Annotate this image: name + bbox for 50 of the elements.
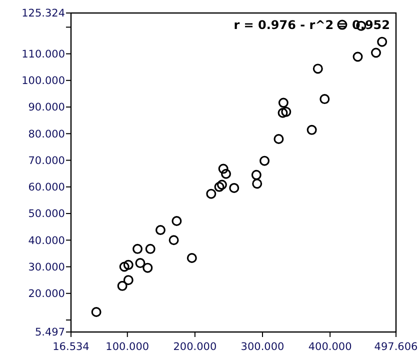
point [229, 182, 240, 193]
y-tick-label: 20.000 [28, 288, 65, 300]
point [206, 188, 216, 199]
point [145, 244, 156, 254]
y-tick-label: 110.000 [22, 48, 65, 60]
point [251, 170, 262, 180]
point [260, 156, 270, 166]
x-tick-label: 300.000 [240, 341, 284, 353]
point [312, 64, 323, 74]
point [274, 134, 284, 144]
point [119, 262, 130, 272]
point [278, 98, 288, 108]
point [142, 262, 153, 273]
point [377, 36, 388, 47]
point [168, 235, 179, 246]
point [216, 180, 227, 190]
point [91, 307, 102, 318]
x-tick-label: 16.534 [52, 341, 90, 353]
y-tick-label: 30.000 [28, 261, 65, 274]
point [371, 48, 381, 58]
y-tick-label: 80.000 [28, 128, 65, 140]
point [123, 275, 134, 286]
point [155, 225, 166, 236]
point [135, 258, 146, 268]
point [306, 124, 317, 135]
point [218, 164, 228, 174]
point [352, 52, 363, 62]
y-tick-label: 125.324 [22, 8, 66, 20]
x-tick-label: 100.000 [106, 341, 150, 353]
point [117, 280, 128, 291]
point [172, 216, 182, 226]
point [320, 94, 330, 104]
y-tick-label: 50.000 [28, 208, 65, 220]
point [221, 168, 232, 179]
point [123, 260, 134, 270]
x-tick-label: 200.000 [173, 341, 217, 353]
x-tick-label: 497.606 [374, 341, 418, 353]
y-tick-label: 100.000 [22, 75, 65, 88]
y-tick-label: 5.497 [34, 326, 65, 339]
point [252, 178, 262, 189]
y-tick-label: 40.000 [28, 234, 65, 247]
point [132, 244, 143, 254]
x-tick-label: 400.000 [308, 341, 352, 353]
point [186, 252, 197, 263]
y-tick-label: 90.000 [28, 102, 65, 114]
y-tick-label: 70.000 [28, 154, 65, 167]
point [278, 108, 288, 118]
point [214, 182, 224, 192]
y-tick-label: 60.000 [28, 182, 65, 194]
point [281, 106, 292, 117]
